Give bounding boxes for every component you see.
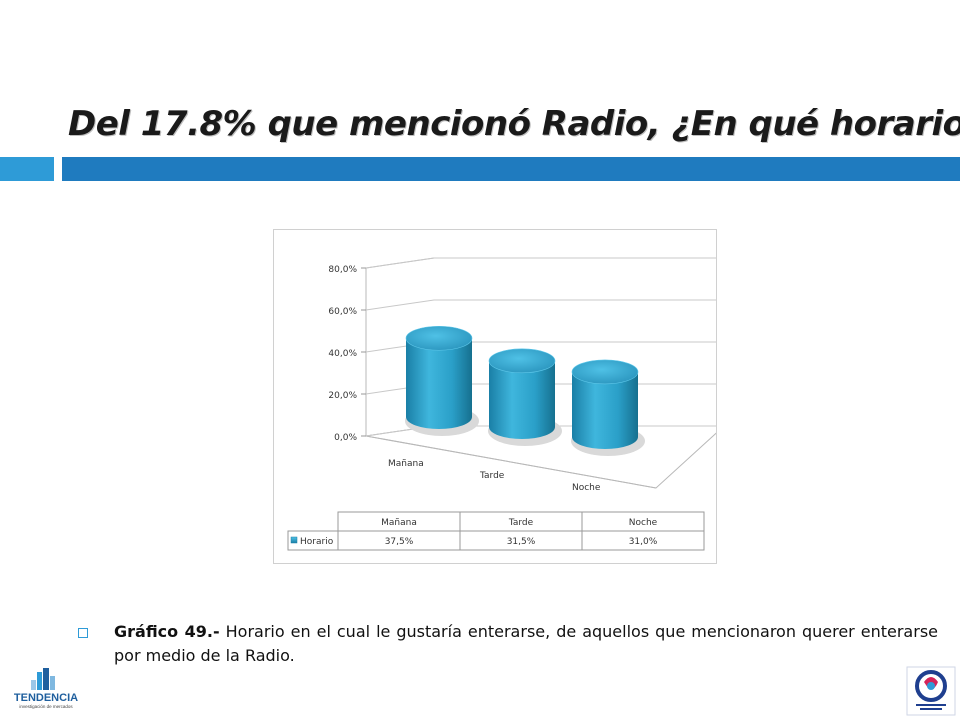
table-value-cell: 31,0% (629, 537, 658, 547)
cylinder-top (571, 359, 639, 385)
y-tick-label: 60,0% (328, 307, 357, 317)
gridline (365, 299, 716, 311)
page-title: Del 17.8% que mencionó Radio, ¿En qué ho… (68, 104, 960, 144)
table-data-row (287, 530, 705, 551)
cylinder-bar-noche (571, 359, 645, 456)
gridline (365, 257, 716, 269)
header-accent-bar (62, 157, 960, 181)
x-axis-categories: Mañana Tarde Noche (388, 459, 601, 493)
x-category-label: Noche (572, 483, 601, 493)
x-category-label: Mañana (388, 459, 424, 469)
y-tick-label: 20,0% (328, 391, 357, 401)
x-category-label: Tarde (479, 471, 505, 481)
table-value-cell: 31,5% (507, 537, 536, 547)
table-header-cell: Mañana (381, 518, 417, 528)
cylinder-body (489, 360, 555, 439)
legend-key-icon (290, 536, 298, 544)
chart-bars (405, 325, 645, 456)
y-axis-ticks: 0,0% 20,0% 40,0% 60,0% 80,0% (328, 265, 366, 443)
chart-data-table: Mañana 37,5% Tarde 31,5% Noche 31,0% Horario (287, 511, 705, 551)
cylinder-bar-tarde (488, 348, 562, 446)
caption-description: Horario en el cual le gustaría enterarse… (114, 622, 938, 665)
table-header-cell: Noche (629, 518, 658, 528)
y-tick-label: 80,0% (328, 265, 357, 275)
x-axis-line (365, 435, 657, 489)
y-tick-label: 0,0% (334, 433, 357, 443)
tendencia-logo: TENDENCIA investigación de mercados (4, 668, 88, 716)
cylinder-body (572, 371, 638, 449)
caption-figure-number: Gráfico 49.- (114, 622, 220, 641)
radio-schedule-chart: 0,0% 20,0% 40,0% 60,0% 80,0% Mañana Tarde Noch… (287, 257, 716, 551)
cylinder-body (406, 338, 472, 429)
cylinder-top (488, 348, 556, 374)
table-value-cell: 37,5% (385, 537, 414, 547)
logo-brand-text: TENDENCIA (14, 692, 78, 704)
legend-series-label: Horario (300, 537, 334, 547)
cylinder-bar-mañana (405, 325, 479, 436)
cylinder-top (405, 325, 473, 351)
table-header-cell: Tarde (508, 518, 534, 528)
figure-caption: Gráfico 49.- Horario en el cual le gusta… (78, 620, 938, 668)
header-accent-bar-left (0, 157, 54, 181)
logo-tagline-text: investigación de mercados (19, 704, 73, 709)
bullet-square-icon (78, 628, 88, 638)
chart-container: 0,0% 20,0% 40,0% 60,0% 80,0% Mañana Tarde Noch… (273, 229, 717, 564)
partner-logo (906, 666, 956, 716)
y-tick-label: 40,0% (328, 349, 357, 359)
